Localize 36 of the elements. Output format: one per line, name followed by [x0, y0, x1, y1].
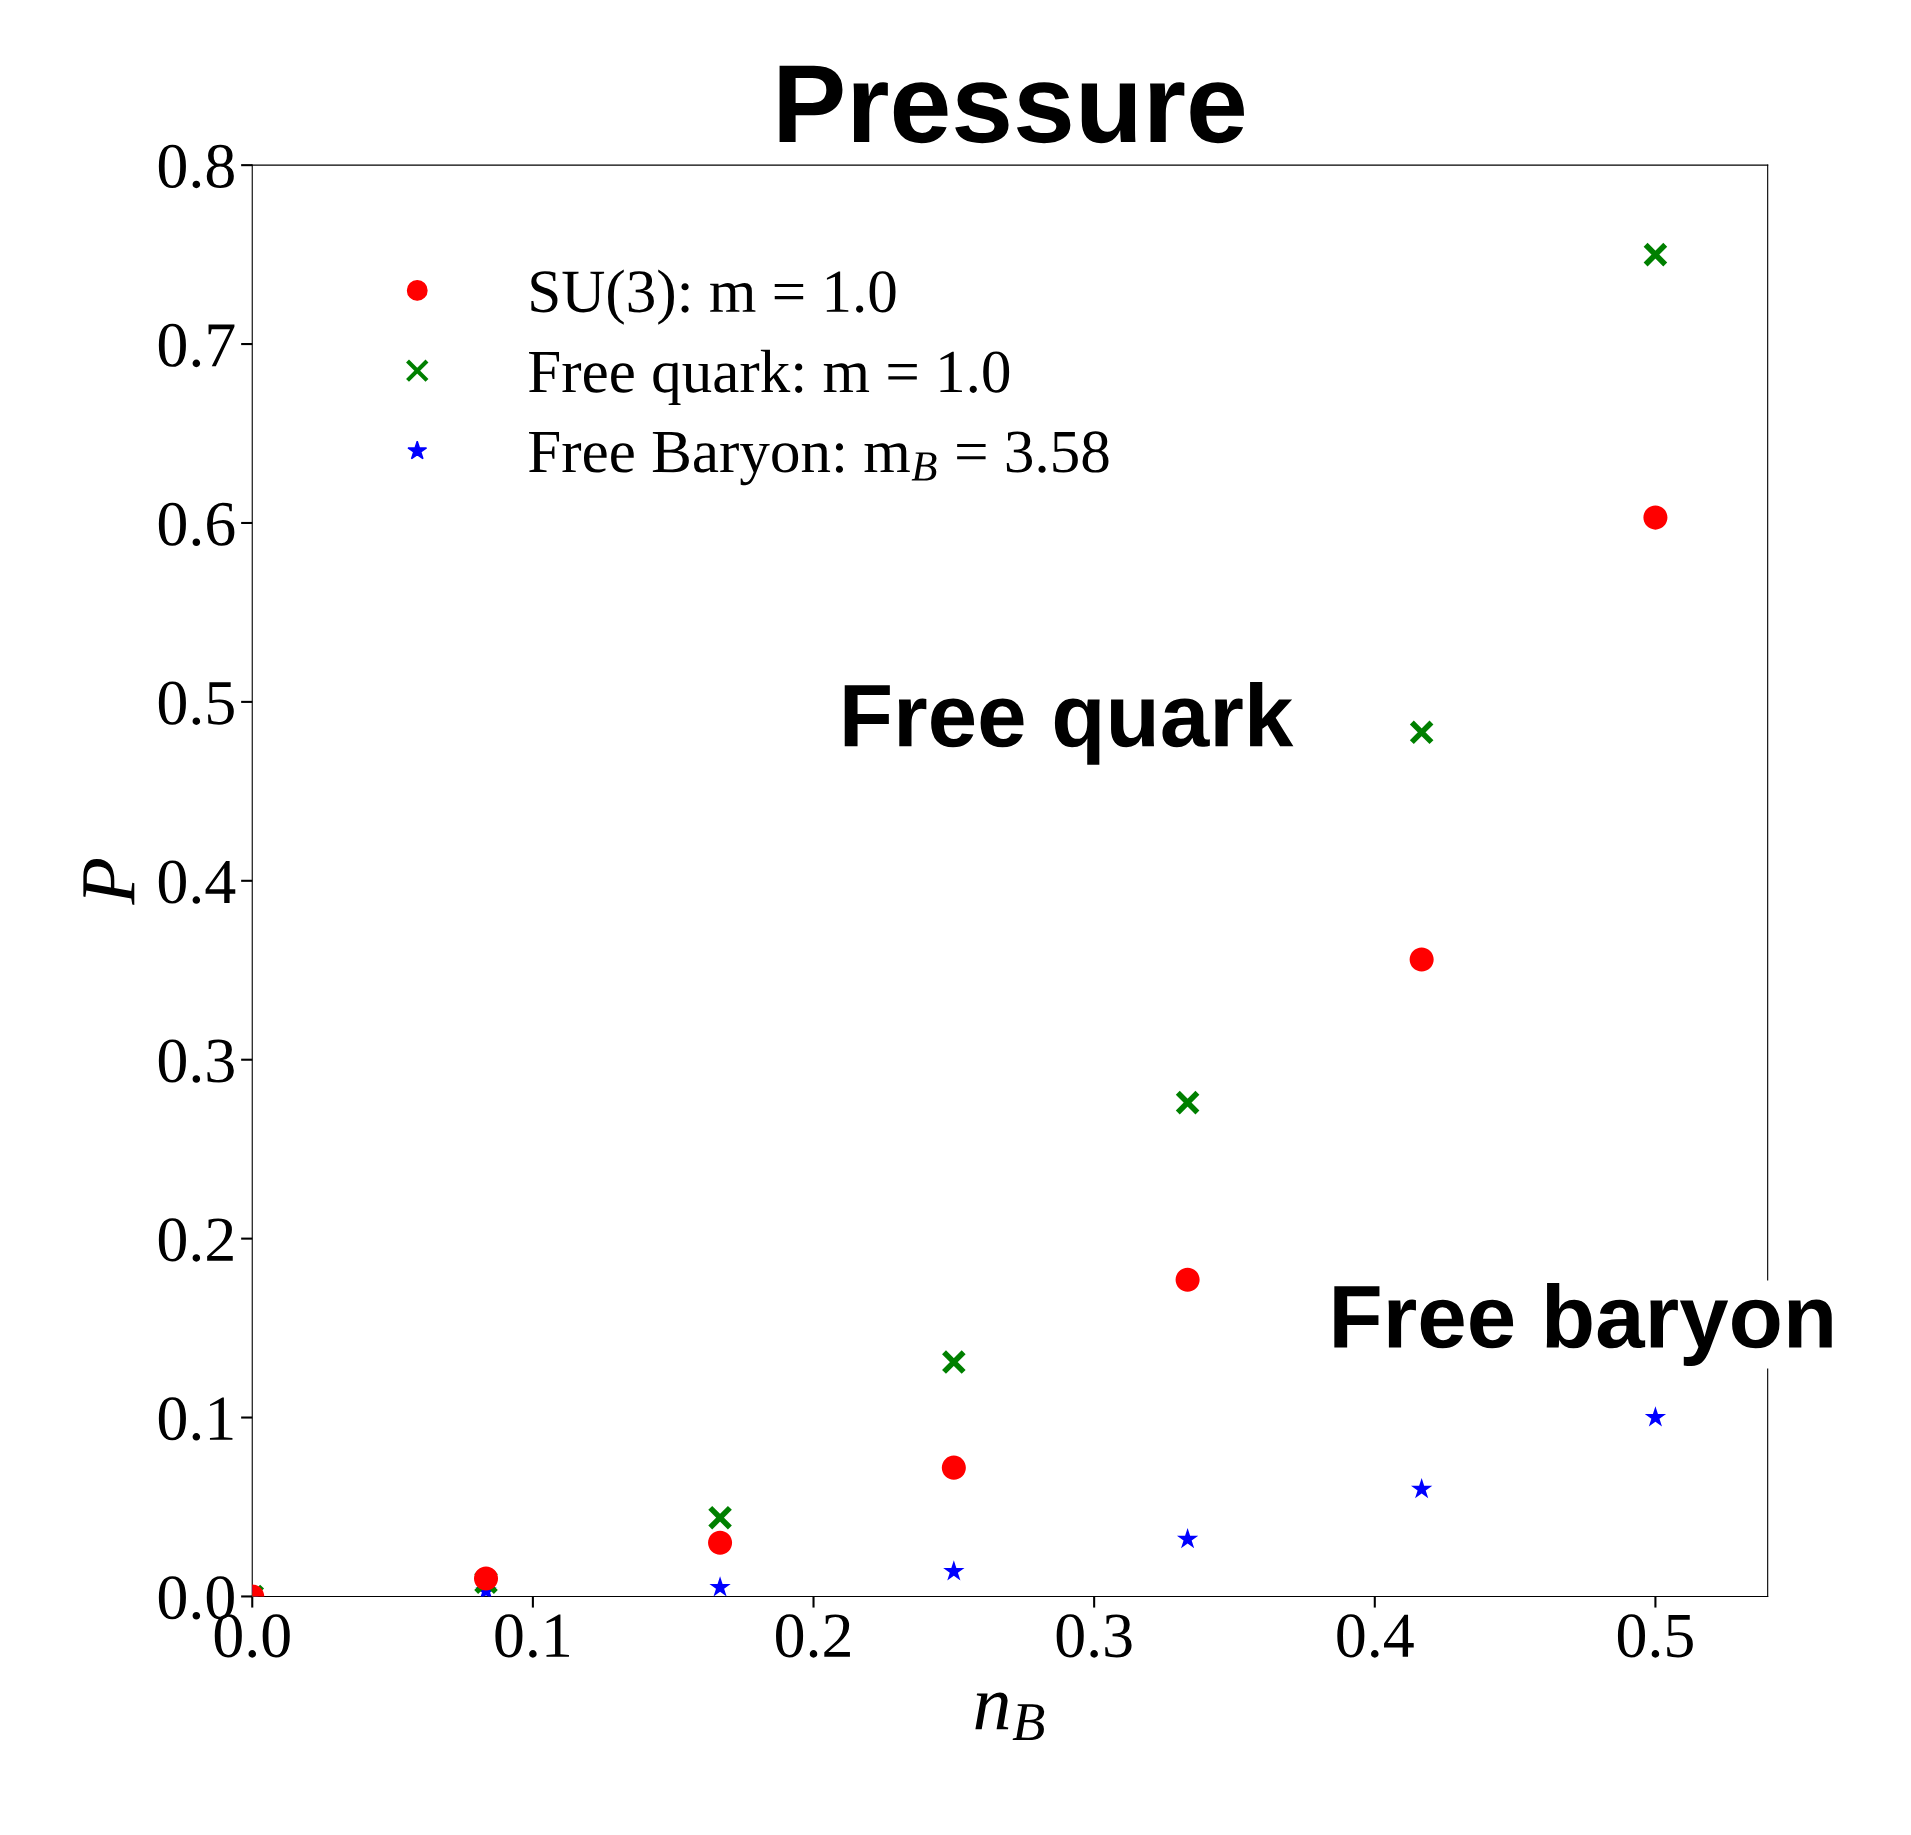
point: [943, 1560, 965, 1581]
y-tick-label: 0.5: [158, 681, 234, 725]
point: [1176, 1528, 1199, 1549]
y-tick-label: 0.7: [158, 323, 235, 368]
point: [709, 1576, 731, 1597]
chart-title: Pressure: [779, 65, 1244, 144]
point: [1643, 505, 1668, 530]
legend-label: Free Baryon: m$_{B}$ = 3.58: [529, 431, 1109, 486]
y-tick-label: 0.1: [158, 1397, 233, 1441]
point: [1411, 1477, 1433, 1499]
point: [1175, 1267, 1200, 1292]
point: [1642, 242, 1669, 268]
point: [1644, 1406, 1667, 1427]
point: [708, 1530, 733, 1555]
y-tick-label: 0.2: [158, 1218, 233, 1262]
point: [941, 1349, 967, 1375]
point: [707, 1505, 733, 1531]
point: [1409, 719, 1435, 745]
y-tick-label: 0.4: [158, 860, 236, 904]
point: [1175, 1090, 1201, 1116]
y-tick-label: 0.8: [158, 144, 234, 189]
x-tick-label: 0.3: [1056, 1614, 1132, 1658]
x-tick-label: 0.5: [1617, 1614, 1693, 1658]
x-axis-title: n$_{B}$: [975, 1692, 1045, 1741]
annotation: Free quark: [844, 681, 1294, 765]
x-tick-label: 0.1: [495, 1614, 569, 1658]
x-tick-label: 0.4: [1337, 1614, 1414, 1658]
point: [941, 1455, 966, 1480]
y-tick-label: 0.6: [158, 502, 235, 547]
legend-label: SU(3): m = 1.0: [531, 269, 896, 325]
legend-label: Free quark: m = 1.0: [529, 349, 1010, 406]
x-tick-label: 0.2: [776, 1614, 850, 1658]
point: [1409, 947, 1434, 972]
y-axis-title: P: [83, 859, 135, 905]
y-tick-label: 0.3: [158, 1039, 234, 1083]
annotation: Free baryon: [1334, 1283, 1832, 1366]
